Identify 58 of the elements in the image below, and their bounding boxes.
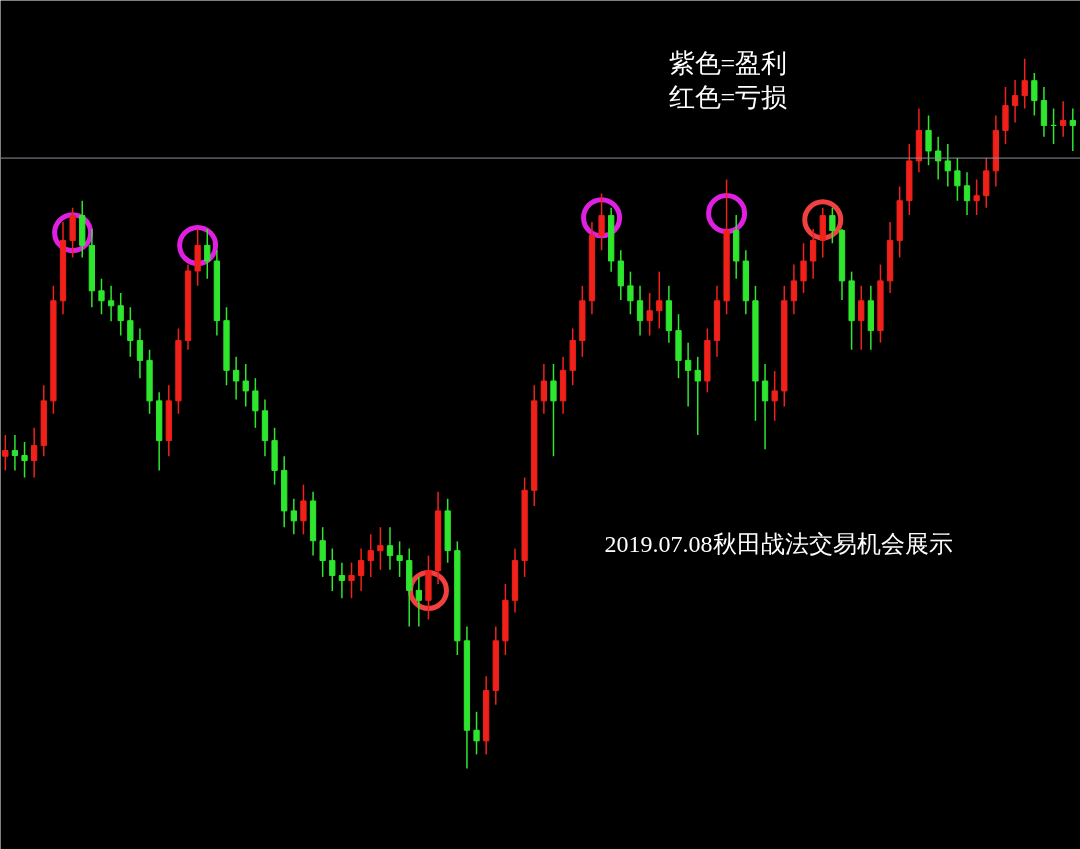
point [802,199,844,241]
candlestick [598,192,605,252]
candlestick [232,356,240,401]
candlestick [31,427,38,479]
candlestick [473,711,480,756]
candlestick [1021,57,1028,110]
candlestick [1011,79,1019,124]
candlestick [1031,72,1038,117]
candlestick [944,143,951,188]
candlestick [636,285,644,337]
candlestick [646,292,653,337]
candlestick [829,207,836,245]
candlestick [107,285,115,323]
candlestick [627,270,634,316]
candlestick [963,171,971,216]
candlestick [290,498,297,536]
candlestick [98,278,105,316]
point [581,197,623,239]
candlestick [117,292,124,337]
candlestick [11,434,19,472]
candlestick [761,363,769,450]
candlestick [338,561,346,599]
candlestick [377,526,384,571]
candlestick [1060,100,1067,138]
candlestick [367,533,374,578]
point [177,224,219,266]
candlestick [386,526,394,571]
candlestick [1069,107,1076,152]
candlestick [329,547,336,592]
candlestick [204,228,211,280]
candlestick [790,263,798,316]
candlestick [252,377,259,429]
candlestick [771,370,778,422]
candlestick [550,363,557,457]
candlestick [540,363,548,415]
candlestick [800,242,807,294]
candlestick [954,157,961,202]
candlestick [396,540,403,578]
candlestick [694,356,701,436]
candlestick [348,561,355,599]
annotation: 红色=亏损 [668,82,788,112]
candlestick [858,285,865,351]
candlestick [925,114,932,166]
candlestick [136,327,144,379]
candlestick [21,441,28,479]
candlestick [127,306,134,358]
annotation: 紫色=盈利 [668,48,788,78]
candlestick [656,270,663,330]
annotation: 2019.07.08秋田战法交易机会展示 [604,530,953,557]
candlestick [684,341,692,408]
candlestick [810,228,817,280]
candlestick [415,576,422,628]
candlestick [300,483,307,536]
candlestick [242,363,249,408]
candlestick [2,434,9,472]
candlestick [973,178,980,216]
candlestick [319,526,326,578]
candlestick [358,547,365,592]
